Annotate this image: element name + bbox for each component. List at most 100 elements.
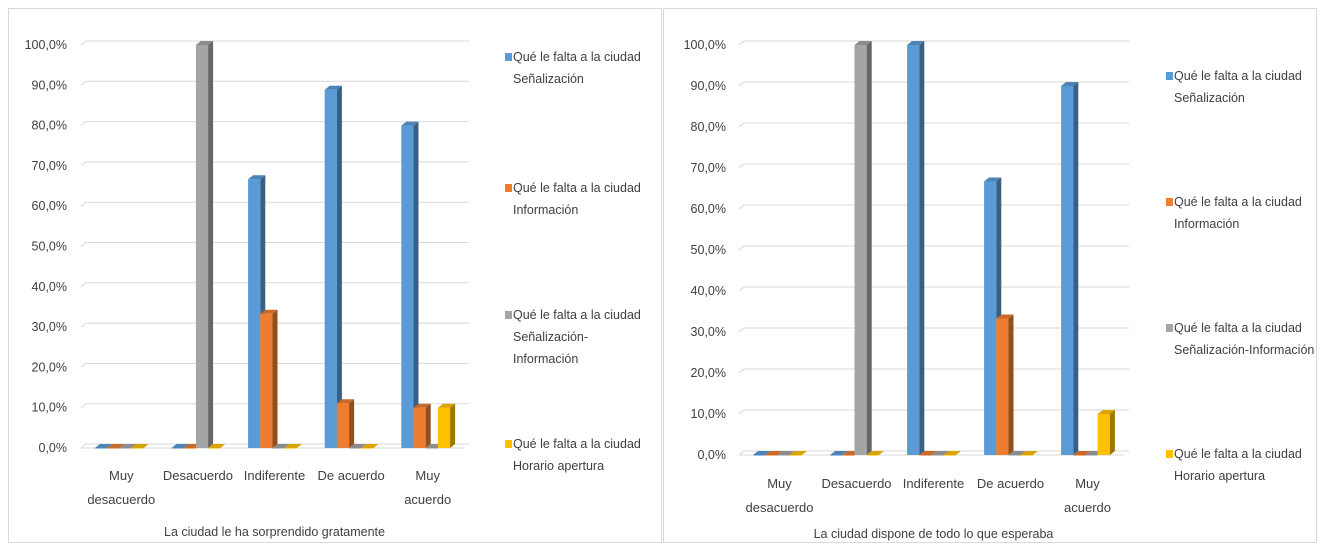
x-category-label: De acuerdo <box>317 468 384 483</box>
gridline-depth <box>738 327 745 333</box>
bar-top <box>753 451 771 455</box>
gridline-depth <box>738 81 745 87</box>
legend-swatch <box>1166 198 1173 206</box>
bar-front <box>107 448 120 449</box>
bar-side <box>425 403 431 448</box>
bar-front <box>425 448 438 449</box>
gridline-depth <box>738 122 745 128</box>
bar-front <box>753 455 766 456</box>
bar-0-1-3 <box>208 444 226 449</box>
legend-label: Información <box>513 203 578 217</box>
bar-top <box>413 403 431 408</box>
legend-swatch <box>505 311 512 319</box>
bar-front <box>183 448 196 449</box>
bar-0-0-3 <box>131 444 149 449</box>
bar-front <box>996 318 1009 455</box>
x-category-label: De acuerdo <box>977 476 1044 491</box>
bar-top <box>119 444 137 448</box>
bar-side <box>208 41 214 448</box>
bar-side <box>450 403 456 448</box>
bar-front <box>842 455 855 456</box>
y-tick-label: 100,0% <box>25 38 67 52</box>
bar-1-4-0 <box>1061 82 1079 455</box>
bar-top <box>107 444 125 448</box>
bar-front <box>830 455 843 456</box>
x-category-label: acuerdo <box>404 492 451 507</box>
bar-front <box>260 313 273 448</box>
bar-0-3-2 <box>349 444 367 449</box>
gridline-depth <box>738 286 745 292</box>
bar-top <box>324 85 342 90</box>
bar-front <box>324 89 337 448</box>
bar-1-3-3 <box>1020 451 1038 456</box>
legend-label: Horario apertura <box>1174 469 1265 483</box>
x-category-label: Indiferente <box>244 468 305 483</box>
bar-top <box>248 175 266 180</box>
x-category-label: Muy <box>1075 476 1100 491</box>
bars <box>753 41 1115 456</box>
bar-top <box>830 451 848 455</box>
y-tick-label: 30,0% <box>32 320 67 334</box>
bar-top <box>1061 82 1079 86</box>
bar-side <box>1073 82 1079 455</box>
y-tick-label: 80,0% <box>32 119 67 133</box>
bar-0-0-2 <box>119 444 137 449</box>
bar-front <box>1073 455 1086 456</box>
bar-top <box>208 444 226 448</box>
bar-top <box>866 451 884 455</box>
y-tick-label: 30,0% <box>691 325 726 339</box>
bar-side <box>1109 410 1115 455</box>
bar-0-4-0 <box>401 121 419 448</box>
bar-front <box>349 448 362 449</box>
bar-front <box>984 181 997 455</box>
bar-top <box>336 399 355 404</box>
bar-front <box>1008 455 1021 456</box>
bar-side <box>919 41 925 455</box>
bar-top <box>401 121 419 126</box>
legend-swatch <box>1166 450 1173 458</box>
bar-front <box>248 179 261 448</box>
bar-0-0-1 <box>107 444 125 449</box>
gridline-depth <box>738 204 745 210</box>
bar-1-1-0 <box>830 451 848 456</box>
bar-0-2-1 <box>260 309 278 448</box>
bar-1-2-0 <box>907 41 925 455</box>
gridline-depth <box>80 242 87 247</box>
legend-label: Horario apertura <box>513 459 604 473</box>
bar-top <box>1073 451 1091 455</box>
legend-label: Qué le falta a la ciudad <box>1174 321 1302 335</box>
legend-label: Información <box>1174 217 1239 231</box>
legend-label: Señalización <box>1174 91 1245 105</box>
gridline-depth <box>738 245 745 251</box>
bar-0-3-1 <box>336 399 355 448</box>
bar-top <box>361 444 379 448</box>
bar-0-3-3 <box>361 444 379 449</box>
y-tick-label: 70,0% <box>691 161 726 175</box>
bar-0-1-0 <box>171 444 189 449</box>
bar-front <box>1061 86 1074 455</box>
y-tick-label: 70,0% <box>32 159 67 173</box>
x-category-label: acuerdo <box>1064 500 1111 515</box>
bar-front <box>866 455 879 456</box>
bar-front <box>94 448 108 449</box>
gridline-depth <box>80 40 87 46</box>
bar-top <box>1020 451 1038 455</box>
y-tick-label: 50,0% <box>32 240 67 254</box>
bar-top <box>789 451 807 455</box>
bar-front <box>131 448 144 449</box>
bar-1-0-0 <box>753 451 771 456</box>
y-tick-label: 90,0% <box>691 79 726 93</box>
gridline-depth <box>738 450 745 456</box>
bar-top <box>765 451 783 455</box>
legend-label: Señalización- <box>513 330 588 344</box>
bar-front <box>765 455 778 456</box>
bar-side <box>349 399 355 448</box>
legend-swatch <box>505 53 512 61</box>
bar-top <box>349 444 367 448</box>
x-axis-title: La ciudad dispone de todo lo que esperab… <box>814 527 1054 541</box>
y-tick-label: 50,0% <box>691 243 726 257</box>
bar-front <box>401 125 414 448</box>
legend-label: Qué le falta a la ciudad <box>513 308 641 322</box>
bar-front <box>854 45 867 455</box>
chart-panel-sorprendido: 0,0% 10,0% 20,0% 30,0% 40,0% 50,0% 60,0% 70,0% 8… <box>8 8 662 543</box>
